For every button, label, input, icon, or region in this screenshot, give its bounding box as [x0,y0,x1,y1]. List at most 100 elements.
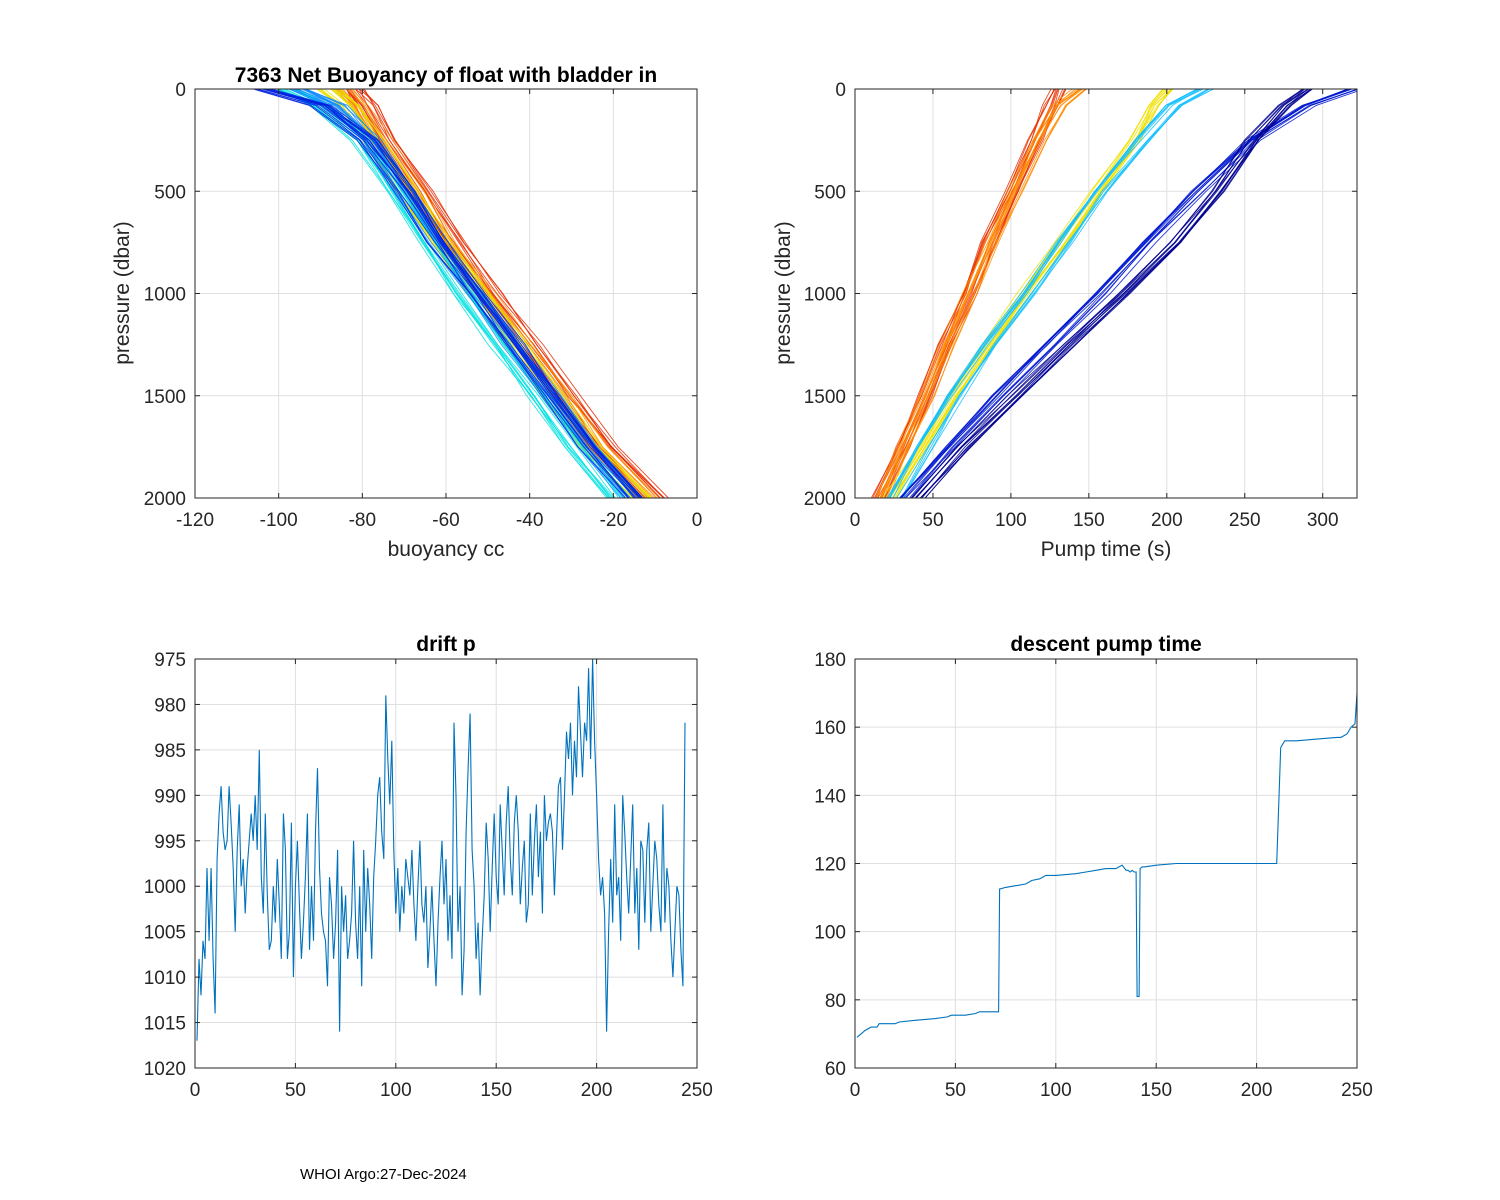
buoyancy-profile-line [285,88,616,499]
buoyancy-ytick-label: 0 [175,80,186,101]
pumpdescent-xtick-label: 50 [945,1080,966,1101]
buoyancy-xtick-label: -20 [600,510,627,531]
pumpdescent-ytick-label: 100 [814,923,846,944]
pumptime-profile-line [915,88,1309,499]
pumptime-xtick-label: 300 [1307,510,1339,531]
pumptime-xtick-label: 100 [995,510,1027,531]
descent-panel: 0 50 100 150 200 250 60 80 100 120 140 160 180 desce… [814,633,1373,1101]
buoyancy-xlabel: buoyancy cc [388,538,505,561]
pumptime-profile-line [880,88,1083,499]
buoyancy-profile-line [347,88,651,499]
buoyancy-profile-line [265,88,644,499]
pumpdescent-ytick-label: 80 [825,991,846,1012]
pumptime-profile-line [924,88,1311,499]
buoyancy-tick-marks: -120 -100 -80 -60 -40 -20 0 0 500 1000 1500 2000 [144,80,703,531]
driftp-ytick-label: 1015 [144,1014,186,1035]
pumptime-profile-line [905,89,1357,499]
buoyancy-ylabel: pressure (dbar) [111,221,134,365]
buoyancy-profile-line [255,88,630,499]
pumptime-tick-marks: 0 50 100 150 200 250 300 0 500 1000 1500 2000 [804,80,1357,531]
driftp-series [196,658,686,1041]
buoyancy-xtick-label: -100 [260,510,298,531]
buoyancy-xtick-label: 0 [692,510,703,531]
pumptime-ylabel: pressure (dbar) [772,221,795,365]
pumptime-profile-line [884,88,1087,499]
pumptime-profile-line [914,88,1306,499]
pumptime-ytick-label: 500 [814,182,846,203]
footer-credit: WHOI Argo:27-Dec-2024 [300,1166,467,1183]
pumpdescent-xtick-label: 100 [1040,1080,1072,1101]
driftp-xtick-label: 100 [380,1080,412,1101]
buoyancy-profile-line [352,88,657,499]
buoyancy-title: 7363 Net Buoyancy of float with bladder … [235,64,657,87]
driftp-xtick-label: 200 [581,1080,613,1101]
pumpdescent-xtick-label: 150 [1140,1080,1172,1101]
pumptime-profile-line [912,88,1305,499]
buoyancy-profile-line [364,88,664,499]
buoyancy-profile-line [257,88,630,499]
pumptime-ytick-label: 1000 [804,285,846,306]
buoyancy-profile-line [288,88,629,499]
buoyancy-xtick-label: -80 [349,510,376,531]
driftp-ytick-label: 995 [154,832,186,853]
driftp-xtick-label: 50 [285,1080,306,1101]
pumptime-xtick-label: 250 [1229,510,1261,531]
pumptime-xtick-label: 50 [922,510,943,531]
pumptime-profile-line [901,88,1211,499]
buoyancy-ytick-label: 2000 [144,489,186,510]
pumptime-profile-line [889,88,1204,499]
pumpdescent-ytick-label: 60 [825,1059,846,1080]
pumptime-ytick-label: 1500 [804,387,846,408]
buoyancy-ytick-label: 1000 [144,285,186,306]
pumptime-profile-line [886,88,1198,499]
driftp-ytick-label: 985 [154,741,186,762]
descent-title: descent pump time [1010,633,1201,656]
driftp-ytick-label: 1000 [144,877,186,898]
pumptime-profile-line [874,88,1076,499]
pumptime-profile-group [870,88,1357,499]
descent-tick-marks: 0 50 100 150 200 250 60 80 100 120 140 160 180 [814,650,1373,1101]
pumpdescent-xtick-label: 250 [1341,1080,1373,1101]
pumpdescent-ytick-label: 160 [814,718,846,739]
buoyancy-profile-line [359,88,665,499]
buoyancy-profile-line [350,88,660,499]
buoyancy-profile-line [284,88,615,499]
driftp-xtick-label: 250 [681,1080,713,1101]
pumptime-profile-line [919,88,1313,499]
driftp-ytick-label: 1020 [144,1059,186,1080]
driftp-ytick-label: 1010 [144,968,186,989]
driftp-axes-box [194,658,698,1069]
driftp-ytick-label: 1005 [144,923,186,944]
pumptime-profile-line [899,88,1351,499]
buoyancy-xtick-label: -40 [516,510,543,531]
pumpdescent-ytick-label: 140 [814,786,846,807]
pumptime-ytick-label: 2000 [804,489,846,510]
driftp-ytick-label: 990 [154,786,186,807]
buoyancy-ytick-label: 1500 [144,387,186,408]
pumptime-profile-line [875,88,1079,499]
buoyancy-profiles [253,88,669,499]
buoyancy-profile-line [333,88,653,499]
pumptime-xtick-label: 0 [850,510,861,531]
driftp-ytick-label: 975 [154,650,186,671]
pumptime-profile-line [889,88,1169,499]
pumptime-profiles [870,88,1357,499]
buoyancy-xtick-label: -120 [176,510,214,531]
buoyancy-profile-line [277,88,608,499]
pumpdescent-xtick-label: 0 [850,1080,861,1101]
descent-series [856,693,1358,1038]
pumptime-profile-line [872,88,1055,499]
driftp-panel: 0 50 100 150 200 250 975 980 985 990 995 1000 1005 10… [144,633,713,1101]
buoyancy-profile-line [254,88,629,499]
pumpdescent-ytick-label: 120 [814,855,846,876]
buoyancy-panel: -120 -100 -80 -60 -40 -20 0 0 500 1000 1500 2000 73… [111,64,702,561]
pumptime-profile-line [896,88,1209,499]
pumptime-profile-line [888,88,1087,499]
driftp-line [196,658,686,1041]
pumpdescent-line [856,693,1358,1038]
pumptime-profile-line [892,88,1174,499]
driftp-title: drift p [416,633,475,656]
pumptime-ytick-label: 0 [835,80,846,101]
pumptime-profile-line [880,88,1082,499]
pumptime-xlabel: Pump time (s) [1041,538,1172,561]
